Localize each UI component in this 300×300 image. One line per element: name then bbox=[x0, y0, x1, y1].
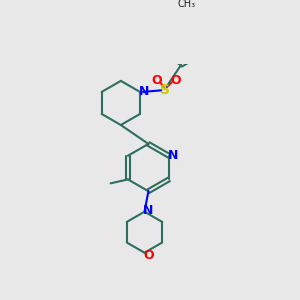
Text: O: O bbox=[170, 74, 181, 87]
Text: N: N bbox=[139, 85, 149, 98]
Text: O: O bbox=[143, 249, 154, 262]
Text: CH₃: CH₃ bbox=[177, 0, 196, 9]
Text: O: O bbox=[151, 74, 162, 87]
Text: N: N bbox=[168, 149, 178, 162]
Text: S: S bbox=[160, 83, 170, 97]
Text: N: N bbox=[143, 204, 154, 217]
